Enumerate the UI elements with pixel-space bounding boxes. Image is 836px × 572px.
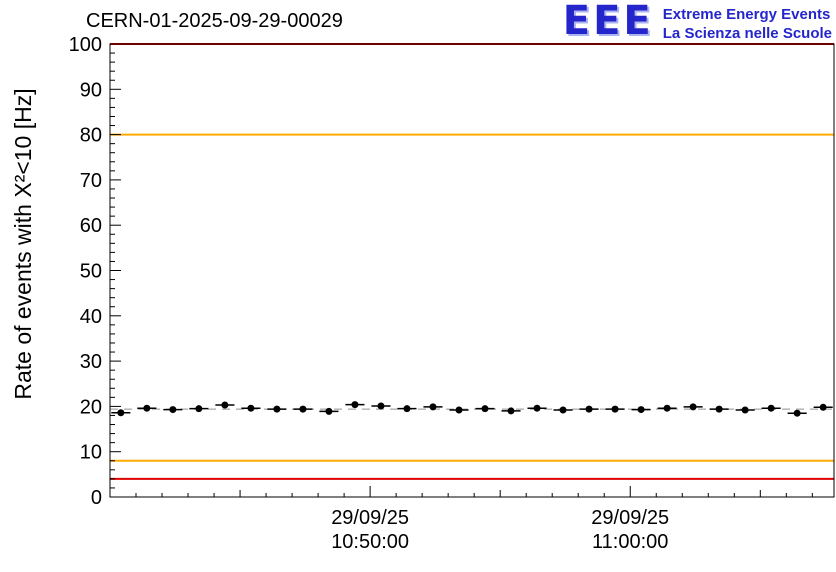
data-point [767,404,775,412]
y-tick-label: 100 [69,34,102,56]
data-point [715,405,723,413]
data-point [637,406,645,414]
y-tick-label: 50 [80,261,102,283]
x-tick-label-date: 29/09/25 [331,507,409,529]
y-tick-label: 90 [80,79,102,101]
data-point [325,407,333,415]
data-point [299,405,307,413]
eee-logo: EEE Extreme Energy Events La Scienza nel… [562,0,832,44]
data-point [351,401,359,409]
y-tick-label: 70 [80,170,102,192]
data-point [455,406,463,414]
y-tick-label: 80 [80,125,102,147]
data-point [221,401,229,409]
y-tick-label: 0 [91,487,102,509]
data-point [429,403,437,411]
data-point [195,405,203,413]
eee-logo-letters: EEE [562,0,654,44]
x-tick-label-time: 11:00:00 [592,531,668,553]
data-point [741,406,749,414]
data-point [481,405,489,413]
data-point [169,406,177,414]
data-point [377,402,385,410]
y-tick-label: 20 [80,396,102,418]
eee-logo-line1: Extreme Energy Events [662,6,831,23]
data-point [247,404,255,412]
x-tick-label-date: 29/09/25 [591,507,669,529]
y-tick-label: 10 [80,442,102,464]
data-point [533,404,541,412]
data-point [273,405,281,413]
data-point [819,403,827,411]
y-tick-label: 30 [80,351,102,373]
data-point [117,409,125,417]
data-point [663,404,671,412]
data-point [611,405,619,413]
plot-frame [109,43,835,498]
eee-logo-line2: La Scienza nelle Scuole [662,25,832,42]
data-point [507,407,515,415]
data-point [403,405,411,413]
x-tick-label-time: 10:50:00 [331,531,409,553]
data-point [793,409,801,417]
data-point [143,404,151,412]
data-point [689,403,697,411]
chart-title: CERN-01-2025-09-29-00029 [86,10,343,32]
y-tick-label: 40 [80,306,102,328]
y-tick-label: 60 [80,215,102,237]
data-point [585,405,593,413]
data-point [559,406,567,414]
eee-logo-text: Extreme Energy Events La Scienza nelle S… [663,2,832,43]
